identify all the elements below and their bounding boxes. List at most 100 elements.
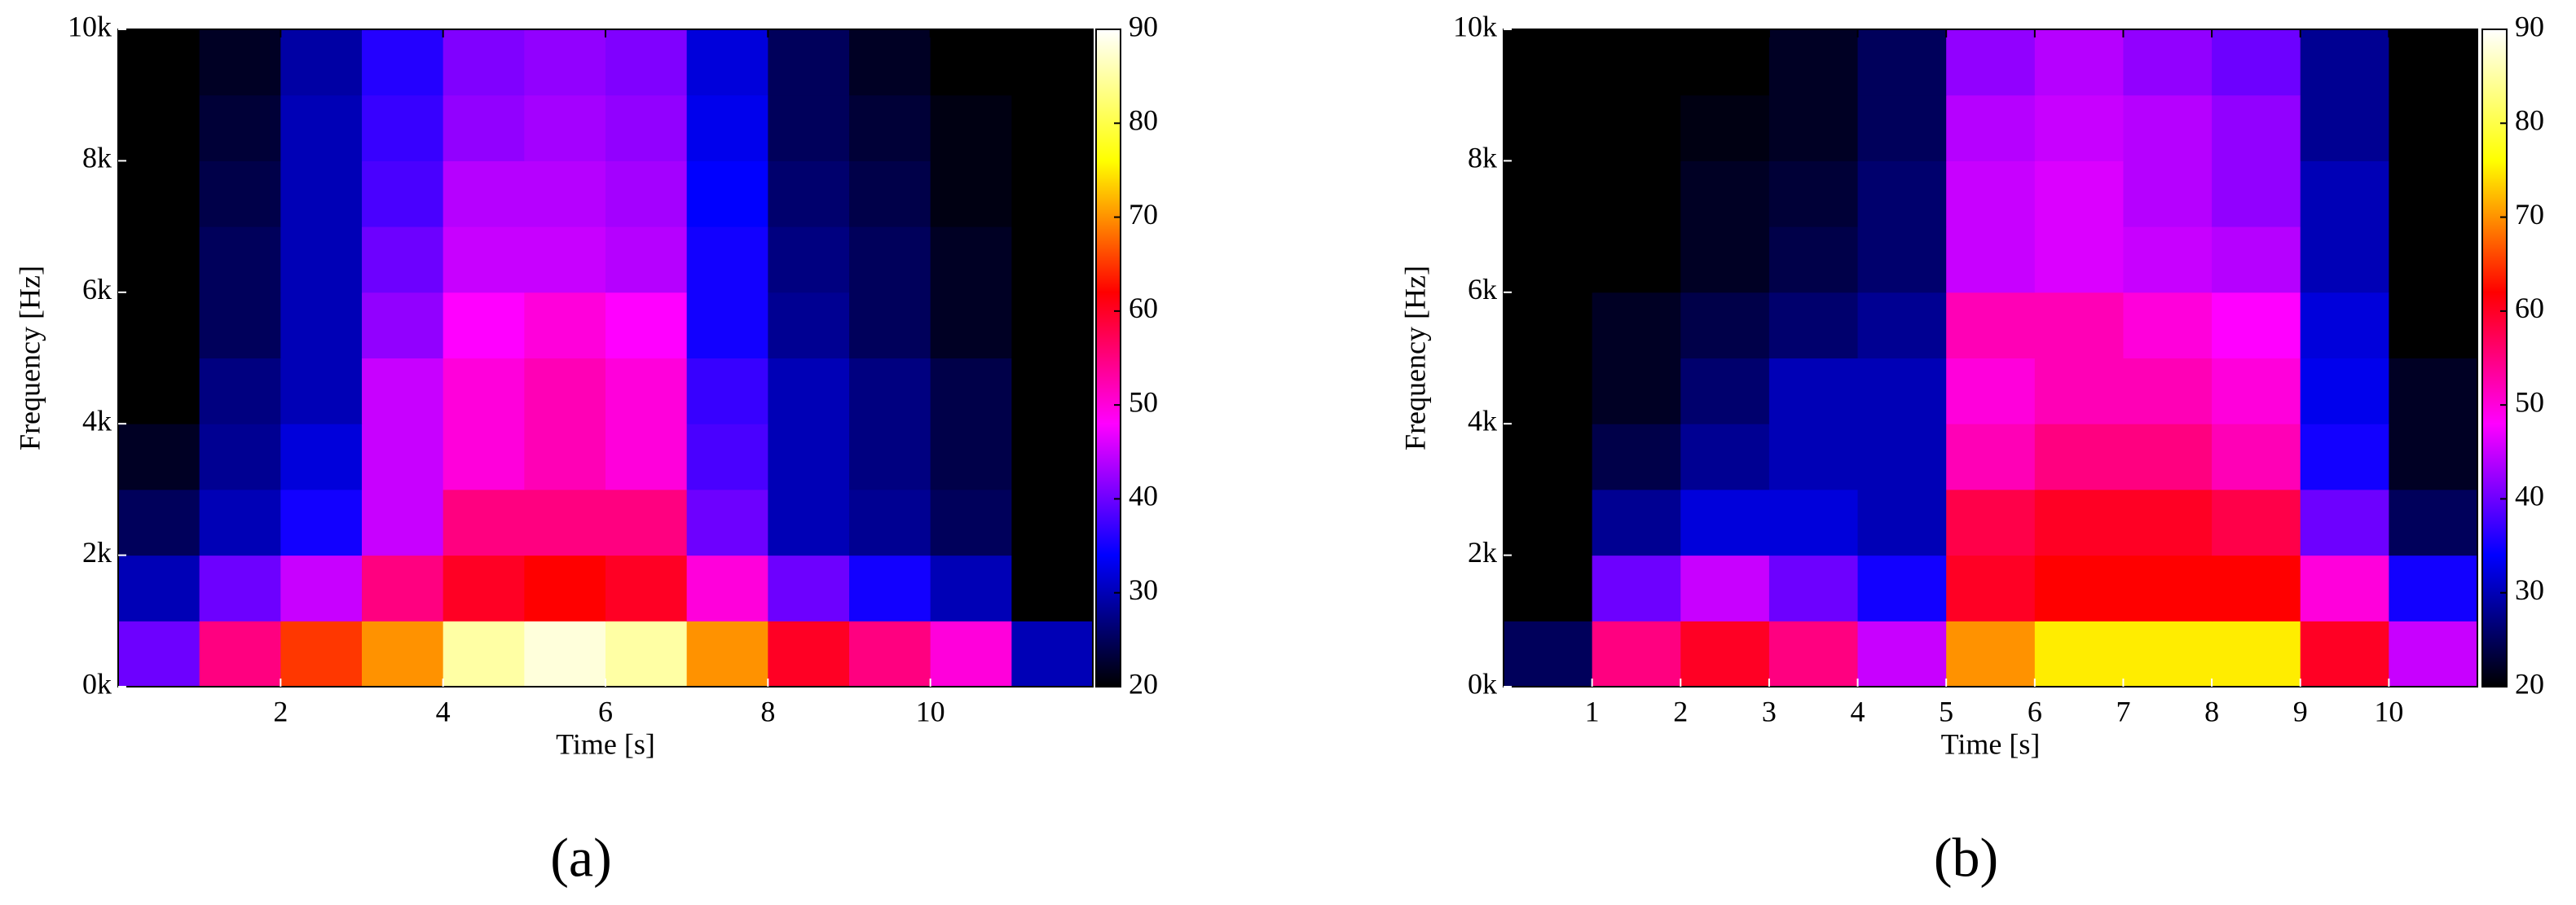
heatmap-cell	[1857, 489, 1947, 556]
y-tick-label: 10k	[68, 10, 112, 42]
heatmap-cell	[768, 424, 850, 490]
heatmap-cell	[199, 621, 281, 688]
heatmap-cell	[930, 94, 1012, 161]
heatmap-cell	[605, 621, 688, 688]
y-axis-label: Frequency [Hz]	[1398, 266, 1431, 450]
heatmap-cell	[1946, 424, 2036, 490]
heatmap-cell	[768, 292, 850, 358]
heatmap-cell	[2300, 424, 2389, 490]
heatmap-cell	[199, 29, 281, 96]
heatmap-cell	[443, 160, 525, 227]
heatmap-cell	[1768, 621, 1859, 688]
heatmap-cell	[1946, 555, 2036, 622]
x-tick-label: 1	[1585, 695, 1600, 727]
heatmap-cell	[280, 555, 363, 622]
x-tick-label: 2	[273, 695, 288, 727]
heatmap-cell	[1768, 29, 1859, 96]
heatmap-cell	[1504, 621, 1593, 688]
heatmap-cell	[2123, 489, 2213, 556]
heatmap-cell	[2389, 621, 2478, 688]
heatmap-cell	[2034, 292, 2124, 358]
heatmap-cell	[118, 292, 200, 358]
heatmap-cell	[1680, 621, 1770, 688]
heatmap-cell	[605, 555, 688, 622]
heatmap-cell	[849, 621, 931, 688]
heatmap-cell	[1857, 94, 1947, 161]
x-tick-label: 9	[2293, 695, 2308, 727]
heatmap-cell	[1680, 555, 1770, 622]
heatmap-cell	[118, 358, 200, 424]
heatmap-cell	[2034, 358, 2124, 424]
heatmap-cell	[1857, 424, 1947, 490]
colorbar-tick-label: 70	[2515, 198, 2544, 231]
heatmap-cell	[280, 94, 363, 161]
panel-label: (b)	[1934, 827, 1998, 889]
heatmap-cell	[686, 292, 768, 358]
heatmap-cell	[362, 489, 444, 556]
heatmap-cell	[768, 29, 850, 96]
heatmap-cell	[1011, 424, 1094, 490]
heatmap-cell	[849, 489, 931, 556]
heatmap-cell	[1504, 358, 1593, 424]
plot-frame	[1503, 29, 2478, 688]
heatmap-cell	[1680, 489, 1770, 556]
y-tick-label: 10k	[1453, 10, 1497, 42]
heatmap-cell	[280, 358, 363, 424]
heatmap-cell	[1504, 555, 1593, 622]
heatmap-cell	[524, 358, 606, 424]
heatmap-cell	[2212, 621, 2301, 688]
heatmap-cell	[768, 489, 850, 556]
y-tick-label: 6k	[1468, 273, 1497, 305]
heatmap-cell	[118, 160, 200, 227]
heatmap-cell	[2212, 29, 2301, 96]
heatmap-cell	[118, 489, 200, 556]
heatmap-cell	[849, 424, 931, 490]
heatmap-cell	[930, 160, 1012, 227]
heatmap-cell	[1504, 424, 1593, 490]
heatmap-cell	[2389, 424, 2478, 490]
heatmap-cell	[280, 621, 363, 688]
heatmap-cell	[1504, 489, 1593, 556]
heatmap-cell	[1504, 94, 1593, 161]
heatmap-cell	[768, 358, 850, 424]
x-axis-label: Time [s]	[556, 727, 655, 760]
heatmap-cell	[443, 424, 525, 490]
heatmap-cell	[930, 489, 1012, 556]
x-tick-label: 8	[2204, 695, 2219, 727]
heatmap-cell	[1680, 29, 1770, 96]
heatmap-cell	[605, 358, 688, 424]
heatmap-cell	[443, 555, 525, 622]
heatmap-cell	[118, 94, 200, 161]
heatmap-cell	[1857, 292, 1947, 358]
heatmap-cell	[199, 424, 281, 490]
heatmap-cell	[849, 358, 931, 424]
heatmap-cell	[524, 94, 606, 161]
x-tick-label: 10	[2374, 695, 2403, 727]
heatmap-cell	[362, 29, 444, 96]
heatmap-cell	[1768, 424, 1859, 490]
heatmap-cell	[1857, 621, 1947, 688]
colorbar-tick-label: 30	[1129, 573, 1158, 606]
heatmap-cell	[2123, 29, 2213, 96]
heatmap-cell	[524, 424, 606, 490]
heatmap-cell	[2212, 555, 2301, 622]
heatmap-cell	[1504, 226, 1593, 293]
y-tick-label: 6k	[82, 273, 112, 305]
colorbar-tick-label: 60	[1129, 292, 1158, 324]
heatmap-cell	[768, 621, 850, 688]
heatmap-cell	[524, 489, 606, 556]
x-tick-label: 5	[1939, 695, 1953, 727]
heatmap-cell	[930, 358, 1012, 424]
heatmap-cell	[1768, 226, 1859, 293]
heatmap-cell	[2034, 226, 2124, 293]
heatmap-cell	[1946, 621, 2036, 688]
heatmap-cell	[1946, 292, 2036, 358]
heatmap-cell	[1592, 160, 1681, 227]
y-tick-label: 4k	[1468, 404, 1497, 437]
heatmap-cell	[930, 226, 1012, 293]
heatmap-cell	[1946, 226, 2036, 293]
heatmap-cell	[2212, 226, 2301, 293]
heatmap-cell	[849, 555, 931, 622]
heatmap-cell	[686, 29, 768, 96]
heatmap-cell	[199, 94, 281, 161]
